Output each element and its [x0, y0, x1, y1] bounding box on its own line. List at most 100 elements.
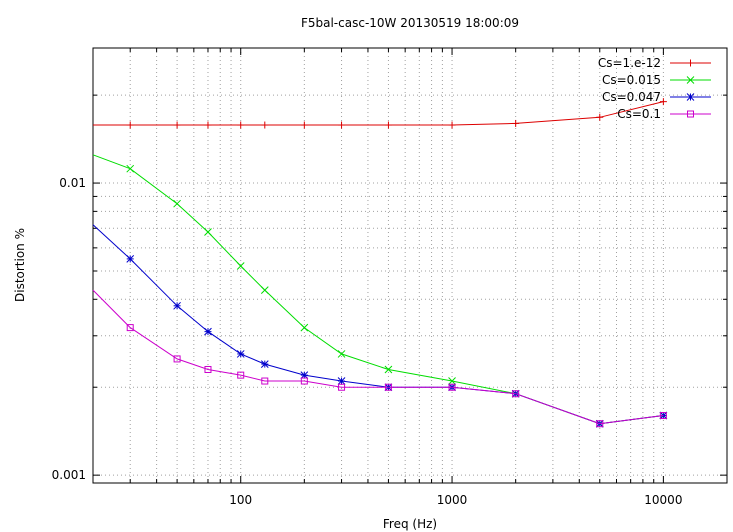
plot-frame: [92, 47, 728, 484]
marker-stroke: [260, 360, 269, 368]
marker-stroke: [126, 324, 134, 332]
legend-item: Cs=0.1: [617, 107, 711, 121]
marker-stroke: [173, 301, 181, 310]
data-point: [596, 113, 604, 121]
marker-stroke: [384, 383, 392, 391]
data-point: [261, 377, 269, 385]
ticks: 100 1000 10000 0.001 0.01: [52, 48, 728, 507]
data-point: [204, 365, 212, 373]
data-point: [300, 121, 308, 129]
legend-item: Cs=0.015: [602, 73, 711, 87]
marker-stroke: [384, 365, 393, 374]
data-point: [384, 383, 392, 391]
marker-stroke: [337, 350, 346, 358]
data-point: [261, 121, 269, 129]
marker-stroke: [173, 355, 181, 363]
marker-stroke: [337, 377, 346, 385]
data-point: [338, 383, 346, 391]
series-line: [92, 289, 664, 425]
marker-stroke: [204, 365, 212, 373]
series-4: [92, 289, 667, 428]
y-tick-label: 0.001: [52, 468, 86, 482]
data-point: [173, 301, 181, 310]
x-tick-label: 10000: [644, 493, 682, 507]
marker-stroke: [204, 228, 212, 236]
marker-stroke: [596, 420, 604, 428]
data-point: [512, 119, 520, 127]
marker-stroke: [236, 262, 245, 270]
marker-stroke: [126, 164, 135, 173]
data-point: [260, 286, 269, 294]
data-point: [126, 324, 134, 332]
data-point: [686, 93, 695, 101]
marker-stroke: [686, 93, 695, 101]
data-point: [338, 121, 346, 129]
marker-stroke: [338, 383, 346, 391]
legend-label: Cs=0.1: [617, 107, 661, 121]
data-point: [384, 365, 393, 374]
data-point: [337, 350, 346, 358]
series-3: [92, 224, 668, 428]
y-tick-label: 0.01: [59, 176, 86, 190]
data-point: [204, 327, 212, 336]
data-point: [596, 420, 604, 428]
data-point: [237, 371, 245, 379]
data-point: [384, 121, 392, 129]
legend-item: Cs=0.047: [602, 90, 711, 104]
marker-stroke: [237, 371, 245, 379]
data-point: [126, 164, 135, 173]
data-point: [659, 98, 667, 106]
marker-stroke: [126, 255, 135, 263]
data-point: [300, 323, 309, 332]
chart-title: F5bal-casc-10W 20130519 18:00:09: [301, 16, 519, 30]
data-point: [448, 121, 456, 129]
data-point: [237, 121, 245, 129]
marker-stroke: [173, 199, 181, 208]
marker-stroke: [659, 412, 667, 420]
data-point: [300, 371, 309, 379]
data-point: [126, 121, 134, 129]
marker-stroke: [300, 323, 309, 332]
series-line: [92, 224, 664, 425]
data-point: [659, 412, 667, 420]
marker-stroke: [261, 377, 269, 385]
marker-stroke: [300, 377, 308, 385]
data-point: [260, 360, 269, 368]
legend-label: Cs=1.e-12: [598, 56, 661, 70]
series-line: [92, 154, 664, 425]
data-point: [173, 355, 181, 363]
marker-stroke: [236, 350, 245, 358]
marker-stroke: [300, 371, 309, 379]
data-point: [173, 121, 181, 129]
marker-stroke: [204, 327, 212, 336]
x-tick-label: 100: [229, 493, 252, 507]
legend-item: Cs=1.e-12: [598, 56, 711, 70]
marker-stroke: [512, 390, 520, 398]
data-point: [512, 390, 520, 398]
data-point: [236, 350, 245, 358]
data-point: [448, 383, 456, 391]
data-point: [686, 76, 695, 84]
data-point: [236, 262, 245, 270]
data-point: [126, 255, 135, 263]
data-point: [687, 110, 694, 118]
x-tick-label: 1000: [437, 493, 468, 507]
series: [92, 98, 668, 428]
legend-label: Cs=0.015: [602, 73, 661, 87]
marker-stroke: [687, 110, 694, 118]
data-point: [173, 199, 181, 208]
data-point: [300, 377, 308, 385]
legend: Cs=1.e-12 Cs=0.015 Cs=0.047 Cs=0.1: [598, 56, 711, 121]
axes: [92, 47, 728, 484]
marker-stroke: [448, 383, 456, 391]
series-line: [93, 101, 664, 126]
data-point: [204, 228, 212, 236]
data-point: [337, 377, 346, 385]
data-point: [204, 121, 212, 129]
x-axis-label: Freq (Hz): [383, 517, 437, 531]
marker-stroke: [448, 377, 456, 385]
marker-stroke: [686, 76, 695, 84]
series-1: [93, 98, 667, 129]
data-point: [687, 59, 694, 67]
